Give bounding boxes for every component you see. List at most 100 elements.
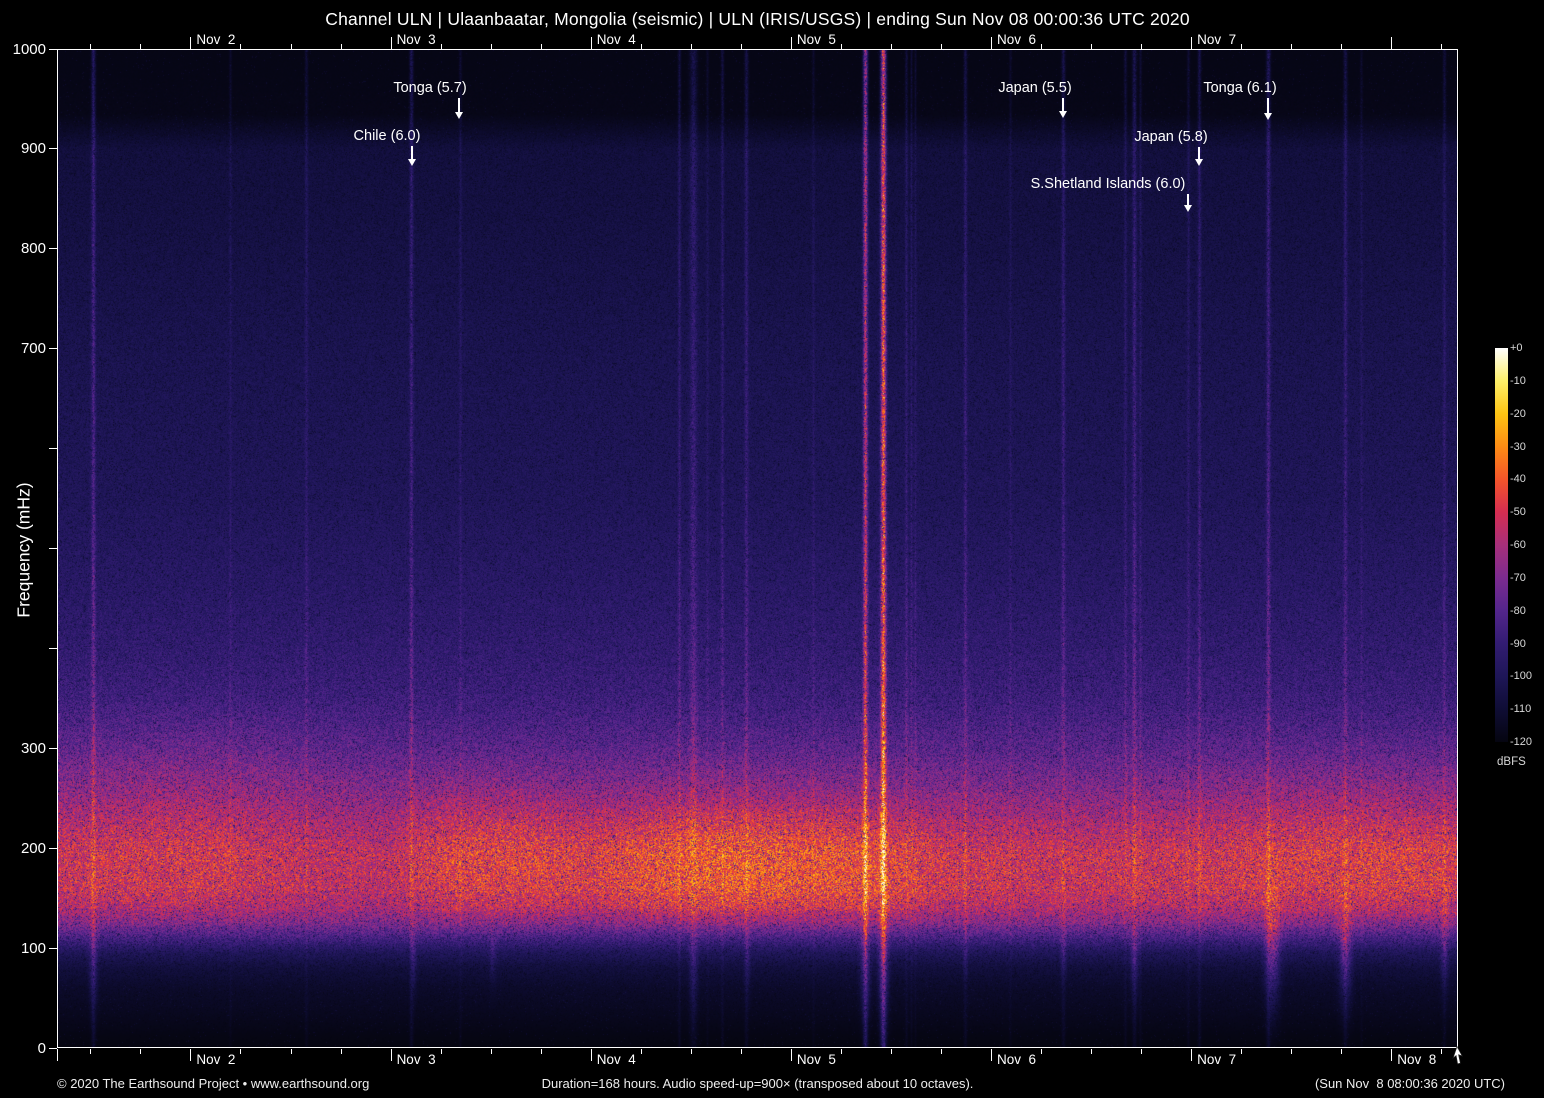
footer-render-time: (Sun Nov 8 08:00:36 2020 UTC) (1314, 1076, 1505, 1091)
colorbar-tick-label: -30 (1510, 440, 1526, 453)
bottom-axis-minor-tick (1441, 1049, 1443, 1054)
footer-duration: Duration=168 hours. Audio speed-up=900× … (541, 1076, 974, 1091)
bottom-axis-minor-tick (140, 1049, 142, 1054)
top-axis-day-label: Nov 4 (596, 32, 636, 47)
y-axis-tick (49, 48, 57, 50)
top-axis-major-tick (991, 37, 992, 49)
bottom-axis-major-tick (790, 1049, 792, 1061)
annotation-arrow (1267, 98, 1269, 113)
top-axis-day-label: Nov 6 (997, 32, 1037, 47)
y-axis-tick-label: 1000 (12, 40, 46, 58)
colorbar-tick-label: -120 (1510, 736, 1533, 748)
bottom-axis-day-label: Nov 5 (796, 1052, 836, 1067)
bottom-axis-minor-tick (1041, 1049, 1043, 1054)
bottom-axis-minor-tick (1291, 1049, 1293, 1054)
y-axis-tick (49, 1047, 57, 1049)
annotation-arrow (411, 146, 413, 159)
spectrogram-canvas (57, 49, 1458, 1048)
top-axis-minor-tick (690, 44, 692, 49)
bottom-axis-minor-tick (90, 1049, 92, 1054)
annotation-arrow-head (1194, 159, 1203, 166)
y-axis-tick-label: 700 (20, 340, 46, 358)
bottom-axis-end-tick (57, 1049, 58, 1061)
colorbar-tick-label: -100 (1510, 670, 1533, 683)
top-axis-minor-tick (540, 44, 542, 49)
y-axis-tick-label: 0 (37, 1039, 46, 1057)
top-axis-minor-tick (1141, 44, 1143, 49)
top-axis-minor-tick (440, 44, 442, 49)
bottom-axis-day-label: Nov 8 (1397, 1052, 1437, 1067)
top-axis-major-tick (590, 37, 592, 49)
footer-copyright: © 2020 The Earthsound Project • www.eart… (57, 1076, 370, 1091)
bottom-axis-minor-tick (1141, 1049, 1143, 1054)
annotation-arrow-head (1183, 205, 1192, 212)
annotation-arrow (458, 98, 460, 112)
earthquake-label: Chile (6.0) (353, 128, 421, 144)
mouse-cursor (1452, 1046, 1463, 1065)
y-axis-tick (49, 947, 57, 949)
colorbar-tick-label: -110 (1510, 703, 1532, 716)
colorbar-tick-label: -50 (1510, 506, 1526, 519)
top-axis-minor-tick (1041, 44, 1043, 49)
top-axis-minor-tick (890, 44, 892, 49)
bottom-axis-minor-tick (740, 1049, 742, 1054)
top-axis-minor-tick (490, 44, 492, 49)
earthquake-label: S.Shetland Islands (6.0) (1030, 176, 1186, 192)
y-axis-tick-label: 200 (20, 839, 46, 857)
y-axis-tick (49, 847, 57, 849)
top-axis-major-tick (790, 37, 792, 49)
bottom-axis-minor-tick (490, 1049, 492, 1054)
bottom-axis-major-tick (1391, 1049, 1393, 1061)
top-axis-day-label: Nov 5 (796, 32, 836, 47)
annotation-arrow-head (1263, 113, 1272, 120)
top-axis-minor-tick (940, 44, 942, 49)
y-axis-tick (49, 348, 57, 350)
y-axis-tick (49, 647, 57, 649)
earthquake-label: Japan (5.5) (998, 80, 1072, 96)
top-axis-day-label: Nov 7 (1197, 32, 1237, 47)
bottom-axis-day-label: Nov 6 (997, 1052, 1037, 1067)
bottom-axis-minor-tick (1241, 1049, 1243, 1054)
bottom-axis-minor-tick (1341, 1049, 1343, 1054)
earthquake-label: Tonga (6.1) (1203, 80, 1277, 96)
colorbar-tick-label: -20 (1510, 407, 1526, 420)
bottom-axis-day-label: Nov 2 (196, 1052, 236, 1067)
colorbar-tick-label: -10 (1510, 374, 1526, 387)
bottom-axis-day-label: Nov 3 (396, 1052, 436, 1067)
y-axis-title: Frequency (mHz) (13, 482, 34, 618)
y-axis-tick-label: 300 (20, 739, 46, 757)
y-axis-tick-label: 800 (20, 240, 46, 258)
annotation-arrow (1187, 194, 1189, 205)
annotation-arrow-head (1058, 111, 1067, 118)
bottom-axis-minor-tick (640, 1049, 642, 1054)
y-axis-tick-label: 900 (20, 140, 46, 158)
colorbar-tick-label: -70 (1510, 571, 1526, 584)
bottom-axis-major-tick (991, 1049, 992, 1061)
annotation-arrow-head (407, 159, 416, 166)
top-axis-minor-tick (140, 44, 142, 49)
top-axis-major-tick (1391, 37, 1393, 49)
top-axis-major-tick (1191, 37, 1193, 49)
bottom-axis-minor-tick (940, 1049, 942, 1054)
bottom-axis-minor-tick (690, 1049, 692, 1054)
y-axis-tick (49, 148, 57, 150)
bottom-axis-major-tick (590, 1049, 592, 1061)
y-axis-tick (49, 248, 57, 250)
top-axis-minor-tick (290, 44, 292, 49)
top-axis-minor-tick (1341, 44, 1343, 49)
y-axis-tick (49, 448, 57, 450)
colorbar-gradient (1495, 348, 1508, 742)
top-axis-minor-tick (1091, 44, 1093, 49)
top-axis-minor-tick (740, 44, 742, 49)
top-axis-day-label: Nov 2 (196, 32, 236, 47)
colorbar-tick-label: -90 (1510, 637, 1526, 650)
colorbar-tick-label: +0 (1510, 342, 1523, 354)
earthquake-label: Tonga (5.7) (393, 80, 467, 96)
bottom-axis-major-tick (190, 1049, 192, 1061)
top-axis-minor-tick (340, 44, 342, 49)
bottom-axis-minor-tick (540, 1049, 542, 1054)
y-axis-tick (49, 548, 57, 549)
colorbar-unit-label: dBFS (1497, 756, 1526, 768)
bottom-axis-minor-tick (240, 1049, 242, 1054)
